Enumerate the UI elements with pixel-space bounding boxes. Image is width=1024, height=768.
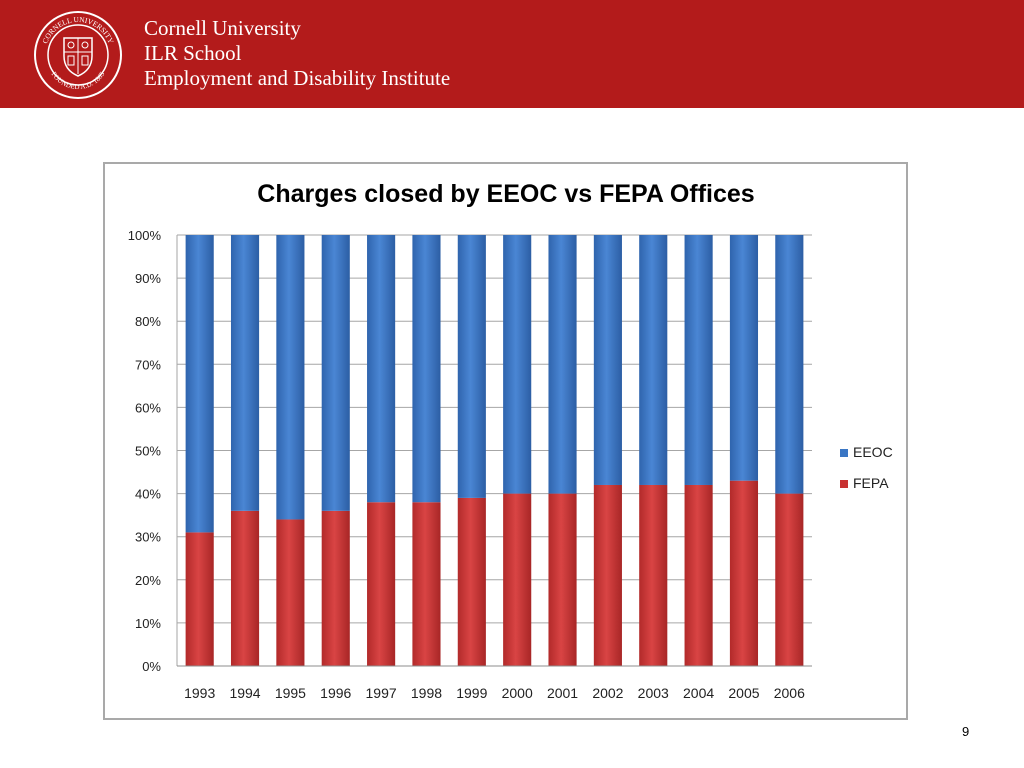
cornell-seal-icon: CORNELL UNIVERSITY FOUNDED A.D. 1865 <box>34 11 122 99</box>
bar-fepa-2000 <box>503 493 532 666</box>
bar-fepa-2003 <box>639 484 668 666</box>
legend-label-eeoc: EEOC <box>853 444 893 460</box>
y-tick-label: 50% <box>135 444 161 459</box>
bar-eeoc-2002 <box>593 235 622 485</box>
university-name: Cornell University <box>144 16 301 40</box>
bar-fepa-2005 <box>729 480 759 666</box>
legend-swatch-fepa <box>840 480 848 489</box>
legend-swatch-eeoc <box>840 449 848 458</box>
y-tick-label: 10% <box>135 616 161 631</box>
bar-fepa-1994 <box>230 510 260 666</box>
x-tick-label: 2005 <box>728 685 759 701</box>
x-tick-label: 1998 <box>411 685 442 701</box>
chart-title: Charges closed by EEOC vs FEPA Offices <box>257 180 755 208</box>
chart-legend: EEOC FEPA <box>840 444 893 506</box>
bar-fepa-1993 <box>185 532 214 666</box>
bar-eeoc-2004 <box>684 235 713 485</box>
x-tick-label: 1994 <box>229 685 260 701</box>
y-tick-label: 0% <box>142 659 161 674</box>
header-banner: CORNELL UNIVERSITY FOUNDED A.D. 1865 Cor… <box>0 0 1024 108</box>
institution-name: Cornell University ILR School Employment… <box>144 16 450 91</box>
y-tick-label: 70% <box>135 357 161 372</box>
y-tick-label: 90% <box>135 271 161 286</box>
bar-fepa-1996 <box>321 510 350 666</box>
x-tick-label: 1999 <box>456 685 487 701</box>
bar-fepa-2001 <box>548 493 577 666</box>
bar-eeoc-2001 <box>548 235 577 494</box>
bar-eeoc-1993 <box>185 235 214 533</box>
bar-fepa-1998 <box>412 502 441 666</box>
x-tick-label: 1995 <box>275 685 306 701</box>
x-tick-label: 1993 <box>184 685 215 701</box>
y-tick-label: 100% <box>128 228 162 243</box>
x-tick-label: 2001 <box>547 685 578 701</box>
bar-fepa-2006 <box>775 493 804 666</box>
bar-eeoc-1998 <box>412 235 441 503</box>
bar-fepa-2002 <box>593 484 622 666</box>
x-tick-label: 2006 <box>774 685 805 701</box>
page-number: 9 <box>962 724 970 739</box>
x-tick-label: 1997 <box>366 685 397 701</box>
bar-fepa-1995 <box>276 519 305 666</box>
x-tick-label: 1996 <box>320 685 351 701</box>
bar-eeoc-2005 <box>729 235 759 481</box>
x-tick-label: 2000 <box>502 685 533 701</box>
bar-fepa-1999 <box>457 497 486 666</box>
x-tick-label: 2002 <box>592 685 623 701</box>
legend-label-fepa: FEPA <box>853 475 889 491</box>
institute-name: Employment and Disability Institute <box>144 66 451 90</box>
y-tick-label: 80% <box>135 314 161 329</box>
bar-eeoc-1994 <box>230 235 260 511</box>
bar-eeoc-2006 <box>775 235 804 494</box>
bar-fepa-2004 <box>684 484 713 666</box>
x-tick-label: 2003 <box>638 685 669 701</box>
y-tick-label: 30% <box>135 530 161 545</box>
bar-eeoc-1995 <box>276 235 305 520</box>
y-tick-label: 60% <box>135 400 161 415</box>
bar-fepa-1997 <box>367 502 396 666</box>
y-tick-label: 40% <box>135 487 161 502</box>
legend-item-fepa: FEPA <box>840 475 893 495</box>
bar-eeoc-2003 <box>639 235 668 485</box>
bar-eeoc-2000 <box>503 235 532 494</box>
y-tick-label: 20% <box>135 573 161 588</box>
x-tick-label: 2004 <box>683 685 714 701</box>
bar-eeoc-1997 <box>367 235 396 503</box>
school-name: ILR School <box>144 41 242 65</box>
bar-eeoc-1996 <box>321 235 350 511</box>
bar-eeoc-1999 <box>457 235 486 498</box>
legend-item-eeoc: EEOC <box>840 444 893 464</box>
